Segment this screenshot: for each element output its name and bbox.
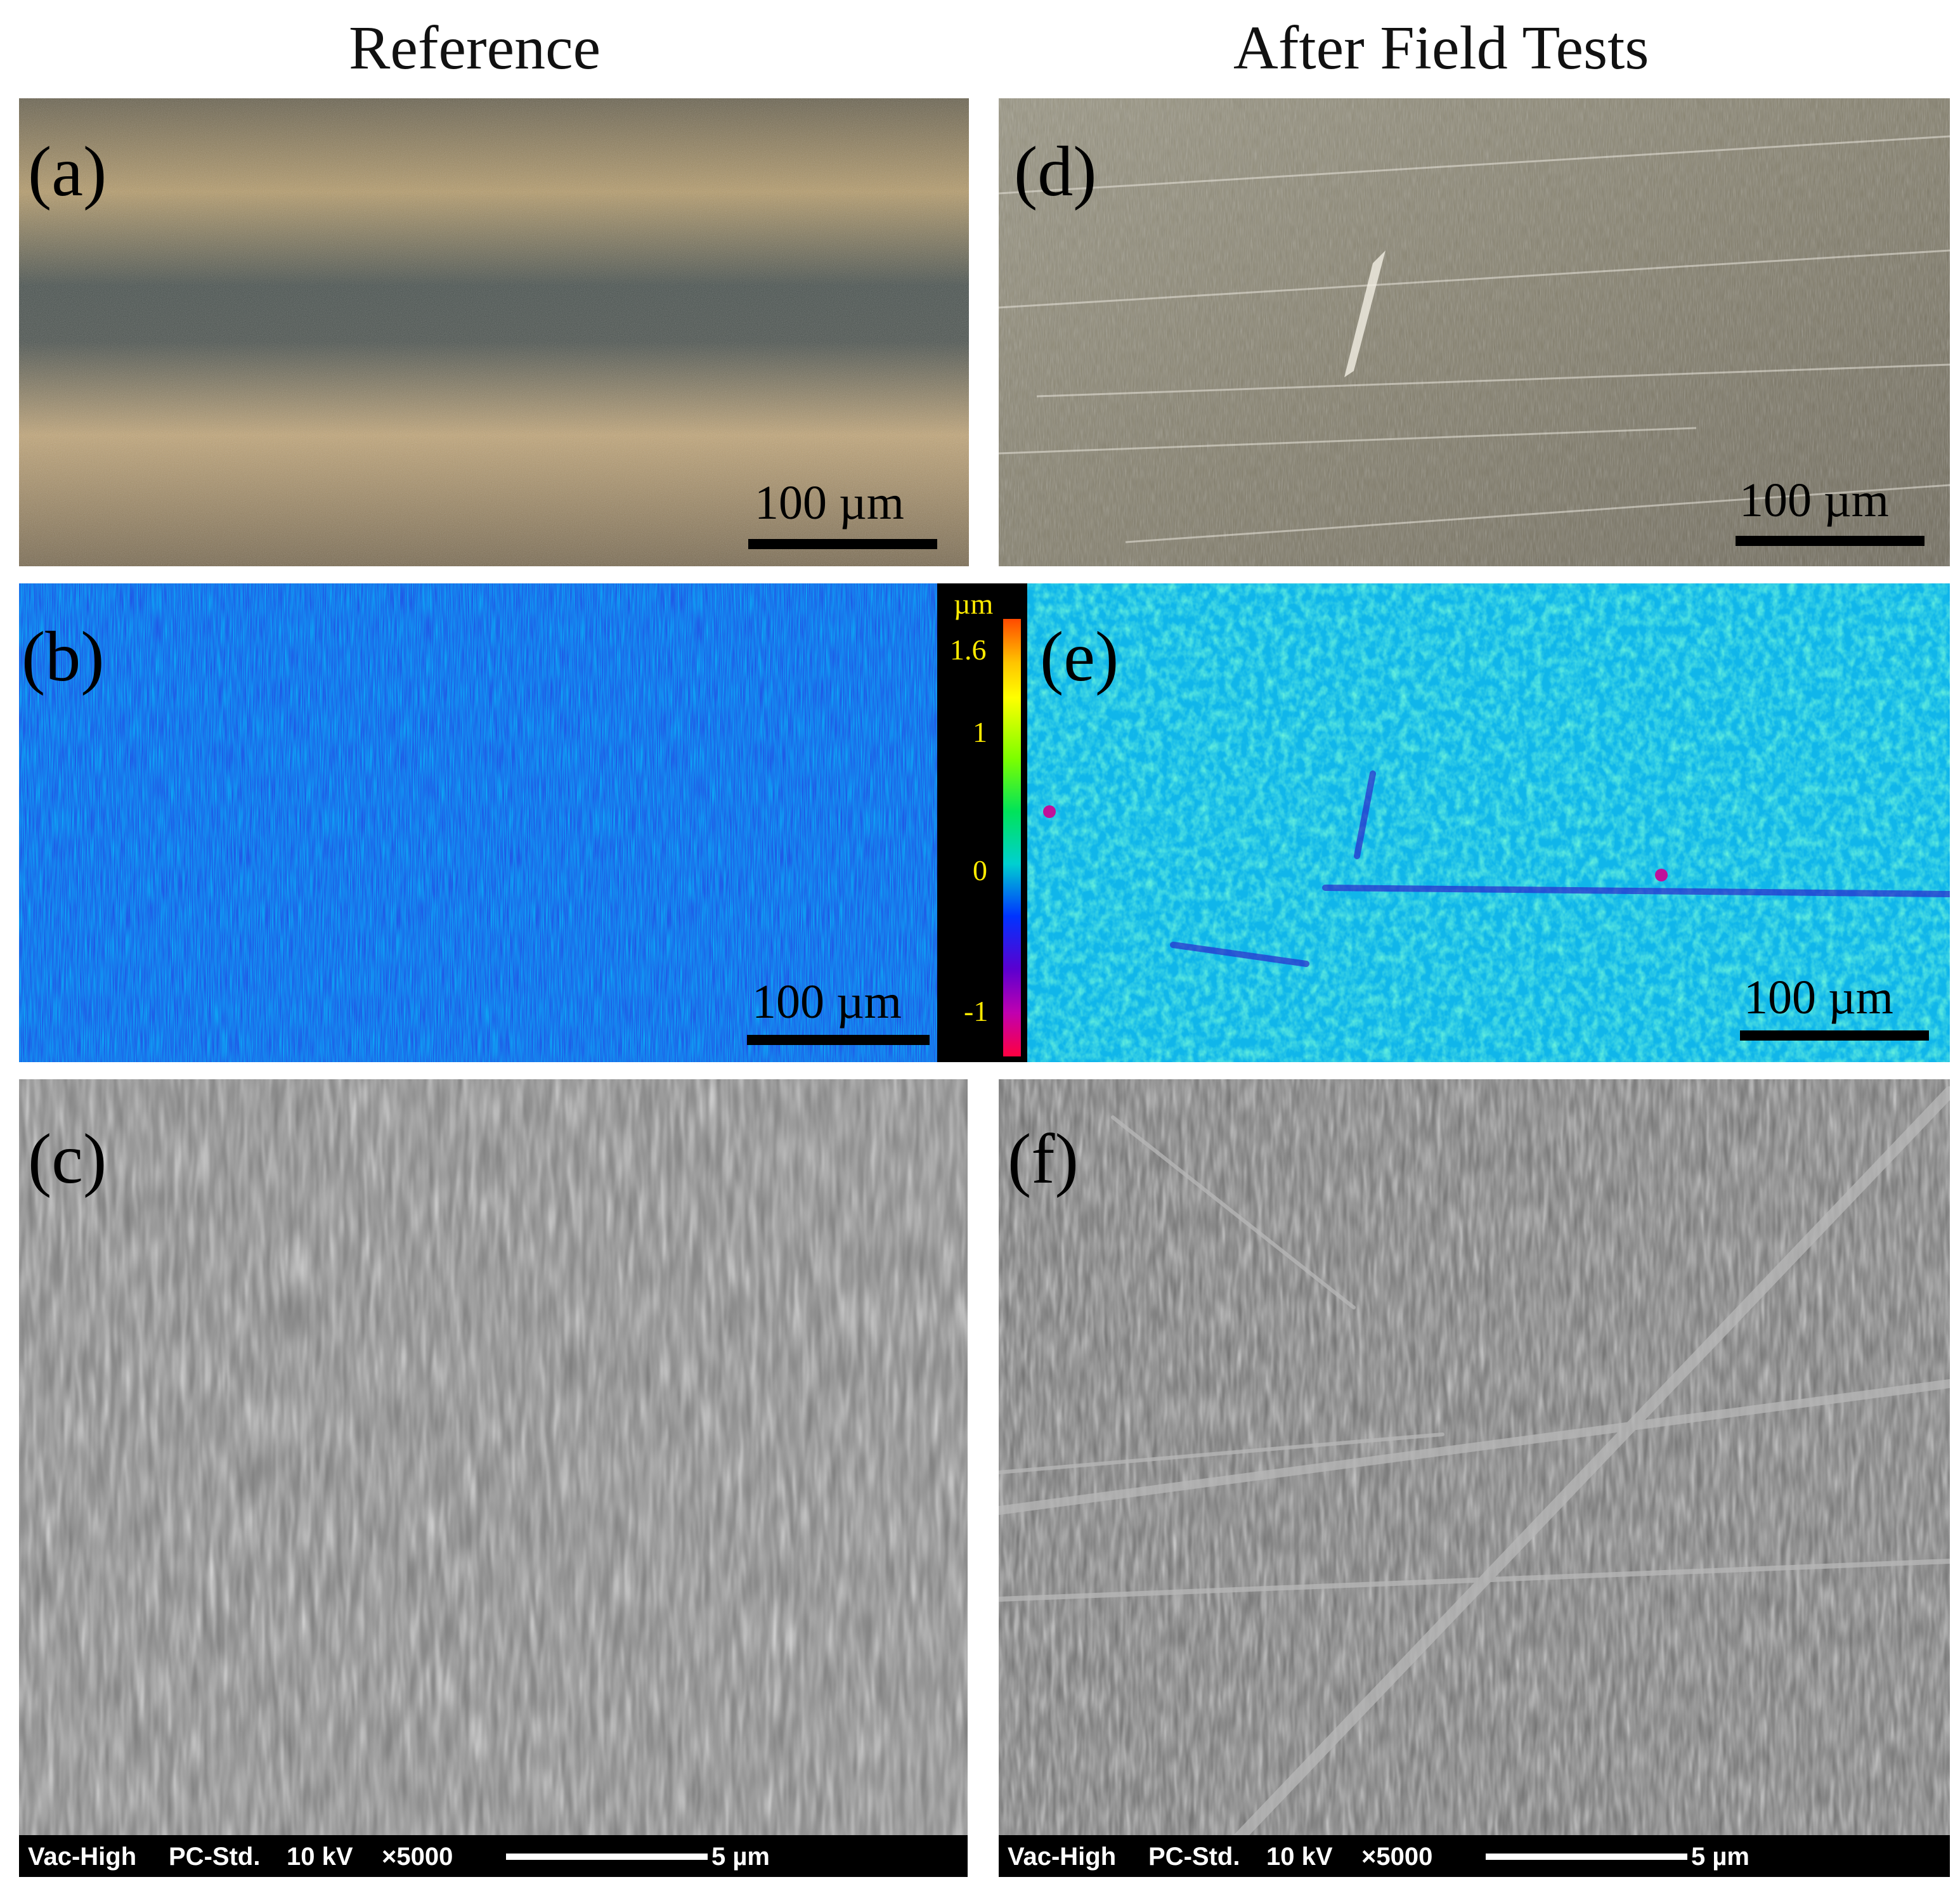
panel-b-height-map-reference: (b) 100 µm [19,583,937,1062]
colorbar-gradient [1003,619,1021,1056]
colorbar-tick-minus-1: -1 [964,995,989,1027]
sem-mode-f: PC-Std. [1148,1843,1240,1871]
sem-magnification-c: ×5000 [382,1843,453,1871]
panel-f-sem-after: (f) Vac-High PC-Std. 10 kV ×5000 5 µm [999,1079,1950,1877]
panel-label-e: (e) [1040,618,1119,696]
panel-label-c: (c) [28,1120,107,1198]
panel-d-optical-after: (d) 100 µm [999,98,1950,566]
sem-voltage-c: 10 kV [287,1843,353,1871]
height-map-after-field-tests [1027,583,1950,1062]
scale-bar-e [1740,1030,1929,1041]
sem-scale-bar-f [1486,1854,1687,1860]
colorbar-tick-1-6: 1.6 [950,633,987,666]
scale-bar-label-e: 100 µm [1744,971,1893,1024]
sem-image-after-field-tests [999,1079,1950,1877]
sem-scale-label-f: 5 µm [1691,1843,1749,1871]
panel-c-sem-reference: (c) Vac-High PC-Std. 10 kV ×5000 5 µm [19,1079,968,1877]
colorbar-tick-1: 1 [973,716,987,748]
height-colorbar: µm 1.6 1 0 -1 [937,583,1027,1062]
column-title-reference: Reference [349,14,601,82]
scale-bar-b [747,1035,930,1045]
scale-bar-label-a: 100 µm [755,476,904,529]
sem-scale-bar-c [506,1854,708,1860]
panel-label-a: (a) [28,133,107,211]
panel-label-d: (d) [1014,133,1097,211]
sem-scale-label-c: 5 µm [711,1843,770,1871]
sem-vacuum-c: Vac-High [28,1843,137,1871]
panel-label-b: (b) [22,618,105,696]
sem-image-reference [19,1079,968,1877]
scale-bar-label-b: 100 µm [752,975,902,1029]
sem-info-bar-c: Vac-High PC-Std. 10 kV ×5000 5 µm [19,1835,968,1877]
sem-vacuum-f: Vac-High [1008,1843,1117,1871]
scale-bar-d [1736,536,1924,546]
colorbar-tick-0: 0 [973,854,987,886]
optical-image-after-field-tests [999,98,1950,566]
sem-voltage-f: 10 kV [1266,1843,1333,1871]
panel-label-f: (f) [1008,1120,1079,1198]
scale-bar-label-d: 100 µm [1739,474,1889,527]
panel-a-optical-reference: (a) 100 µm [19,98,969,566]
optical-image-reference [19,98,969,566]
sem-magnification-f: ×5000 [1361,1843,1433,1871]
panel-e-height-map-after: (e) 100 µm [1027,583,1950,1062]
height-map-reference [19,583,937,1062]
column-title-after-field-tests: After Field Tests [1233,14,1649,82]
scale-bar-a [748,539,937,549]
colorbar-unit: µm [954,588,994,620]
sem-mode-c: PC-Std. [169,1843,261,1871]
sem-info-bar-f: Vac-High PC-Std. 10 kV ×5000 5 µm [999,1835,1950,1877]
